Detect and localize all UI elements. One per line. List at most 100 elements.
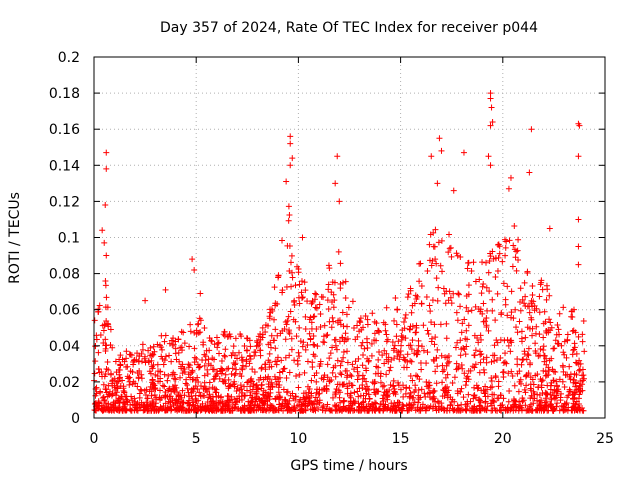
data-point: [526, 403, 533, 410]
data-point: [329, 369, 336, 376]
data-point: [222, 346, 229, 353]
data-point: [402, 335, 409, 342]
data-point: [409, 337, 416, 344]
data-point: [166, 340, 173, 347]
data-point: [515, 236, 522, 243]
data-point: [434, 297, 441, 304]
data-point: [502, 350, 509, 357]
outlier-point: [575, 243, 582, 250]
data-point: [412, 292, 419, 299]
data-point: [404, 351, 411, 358]
data-point: [413, 324, 420, 331]
data-point: [191, 359, 198, 366]
data-point: [402, 311, 409, 318]
outlier-point: [576, 122, 583, 129]
data-point: [175, 336, 182, 343]
data-point: [478, 290, 485, 297]
data-point: [258, 381, 265, 388]
data-point: [266, 315, 273, 322]
data-point: [207, 394, 214, 401]
data-point: [381, 360, 388, 367]
data-point: [268, 332, 275, 339]
data-point: [357, 315, 364, 322]
data-point: [238, 333, 245, 340]
data-point: [128, 393, 135, 400]
data-point: [126, 378, 133, 385]
data-point: [563, 354, 570, 361]
data-point: [123, 398, 130, 405]
data-point: [518, 335, 525, 342]
data-point: [253, 407, 260, 414]
data-point: [536, 331, 543, 338]
data-point: [454, 402, 461, 409]
data-point: [446, 407, 453, 414]
data-point: [276, 393, 283, 400]
data-point: [427, 403, 434, 410]
data-point: [521, 386, 528, 393]
data-point: [286, 352, 293, 359]
data-point: [129, 397, 136, 404]
data-point: [423, 360, 430, 367]
data-point: [102, 400, 109, 407]
data-point: [117, 352, 124, 359]
data-point: [418, 386, 425, 393]
data-point: [527, 385, 534, 392]
data-point: [414, 404, 421, 411]
data-point: [123, 348, 130, 355]
data-point: [311, 404, 318, 411]
data-point: [179, 387, 186, 394]
data-point: [432, 368, 439, 375]
data-point: [275, 389, 282, 396]
data-point: [256, 347, 263, 354]
data-point: [438, 237, 445, 244]
data-point: [112, 358, 119, 365]
data-point: [312, 290, 319, 297]
data-point: [144, 395, 151, 402]
data-point: [276, 369, 283, 376]
data-point: [465, 322, 472, 329]
data-point: [411, 399, 418, 406]
data-point: [288, 346, 295, 353]
data-point: [569, 407, 576, 414]
data-point: [508, 309, 515, 316]
data-point: [278, 357, 285, 364]
data-point: [201, 362, 208, 369]
data-point: [381, 347, 388, 354]
data-point: [535, 383, 542, 390]
data-point: [556, 376, 563, 383]
data-point: [179, 399, 186, 406]
data-point: [274, 393, 281, 400]
data-point: [155, 368, 162, 375]
data-point: [344, 383, 351, 390]
data-point: [393, 321, 400, 328]
data-point: [409, 302, 416, 309]
data-point: [310, 332, 317, 339]
data-point: [528, 407, 535, 414]
data-point: [306, 394, 313, 401]
data-point: [283, 375, 290, 382]
data-point: [271, 373, 278, 380]
data-point: [170, 335, 177, 342]
data-point: [187, 374, 194, 381]
data-point: [161, 406, 168, 413]
data-point: [394, 353, 401, 360]
data-point: [529, 291, 536, 298]
data-point: [99, 406, 106, 413]
data-point: [472, 361, 479, 368]
data-point: [571, 391, 578, 398]
data-point: [546, 292, 553, 299]
data-points: [91, 90, 588, 414]
data-point: [161, 383, 168, 390]
data-point: [488, 378, 495, 385]
data-point: [237, 382, 244, 389]
data-point: [368, 340, 375, 347]
outlier-point: [332, 180, 339, 187]
data-point: [523, 382, 530, 389]
data-point: [292, 282, 299, 289]
data-point: [159, 346, 166, 353]
data-point: [230, 343, 237, 350]
outlier-point: [546, 225, 553, 232]
data-point: [566, 388, 573, 395]
data-point: [190, 388, 197, 395]
data-point: [311, 353, 318, 360]
